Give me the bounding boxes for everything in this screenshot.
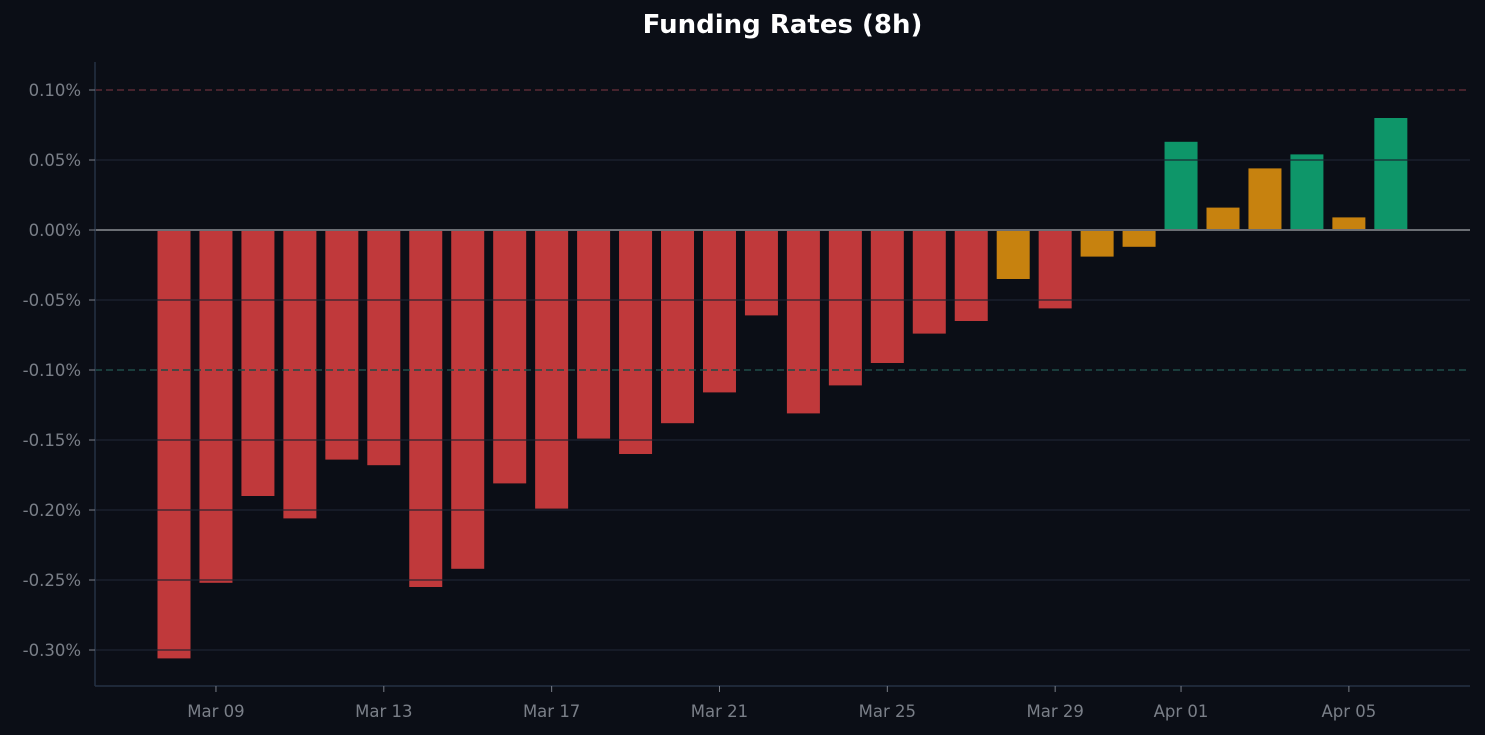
bar-mar-25 — [870, 230, 904, 363]
y-tick-label: -0.20% — [23, 501, 81, 520]
bar-mar-14 — [409, 230, 443, 587]
bar-mar-19 — [619, 230, 653, 454]
y-tick-label: 0.00% — [29, 221, 81, 240]
x-tick-label: Mar 17 — [523, 702, 580, 721]
x-tick-label: Apr 05 — [1321, 702, 1376, 721]
bar-mar-20 — [661, 230, 695, 424]
bar-mar-30 — [1080, 230, 1114, 257]
bar-apr-05 — [1332, 217, 1366, 230]
bar-mar-22 — [744, 230, 778, 316]
bar-mar-13 — [367, 230, 401, 466]
bar-mar-09 — [199, 230, 233, 583]
y-tick-label: -0.15% — [23, 431, 81, 450]
bars — [95, 118, 1470, 659]
y-tick-label: -0.10% — [23, 361, 81, 380]
x-tick-label: Mar 25 — [859, 702, 916, 721]
bar-mar-08 — [157, 230, 191, 659]
bar-mar-31 — [1122, 230, 1156, 247]
bar-mar-27 — [954, 230, 988, 321]
bar-mar-15 — [451, 230, 485, 569]
bar-mar-26 — [912, 230, 946, 334]
y-tick-label: -0.30% — [23, 641, 81, 660]
bar-mar-18 — [577, 230, 611, 439]
bar-mar-11 — [283, 230, 317, 519]
y-tick-label: -0.25% — [23, 571, 81, 590]
x-tick-label: Apr 01 — [1154, 702, 1209, 721]
chart-title: Funding Rates (8h) — [642, 10, 923, 40]
x-tick-label: Mar 09 — [187, 702, 244, 721]
bar-mar-24 — [828, 230, 862, 386]
x-tick-label: Mar 29 — [1026, 702, 1083, 721]
bar-mar-29 — [1038, 230, 1072, 309]
bar-mar-23 — [786, 230, 820, 414]
y-tick-label: -0.05% — [23, 291, 81, 310]
bar-mar-28 — [996, 230, 1030, 279]
x-tick-label: Mar 21 — [691, 702, 748, 721]
bar-mar-16 — [493, 230, 527, 484]
bar-mar-10 — [241, 230, 275, 496]
axes: 0.10% 0.05% 0.00% -0.05% -0.10% -0.15% -0.20% -… — [23, 62, 1470, 721]
bar-apr-04 — [1290, 154, 1324, 230]
bar-apr-06 — [1374, 118, 1408, 230]
bar-mar-21 — [702, 230, 736, 393]
x-tick-label: Mar 13 — [355, 702, 412, 721]
bar-apr-03 — [1248, 168, 1282, 230]
y-tick-label: 0.05% — [29, 151, 81, 170]
bar-apr-02 — [1206, 207, 1240, 230]
y-tick-label: 0.10% — [29, 81, 81, 100]
reference-lines — [95, 89, 1470, 371]
bar-mar-12 — [325, 230, 359, 460]
bar-apr-01 — [1164, 141, 1198, 230]
